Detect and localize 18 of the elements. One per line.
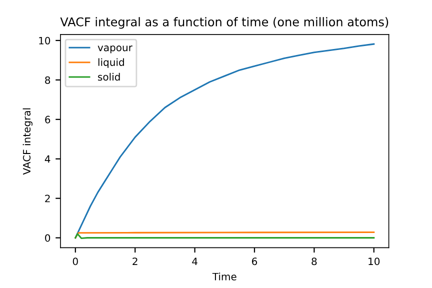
y-axis-title: VACF integral — [22, 108, 32, 175]
y-tick-label: 8 — [45, 76, 50, 84]
x-tick-label: 0 — [72, 258, 78, 266]
chart-title: VACF integral as a function of time (one million atoms) — [60, 17, 388, 29]
legend-label: solid — [98, 72, 120, 81]
x-tick-label: 8 — [312, 258, 317, 266]
x-tick-label: 10 — [368, 258, 380, 266]
y-tick-label: 10 — [39, 36, 50, 44]
legend-label: vapour — [98, 46, 132, 54]
y-tick-label: 4 — [44, 155, 50, 163]
x-tick-label: 6 — [252, 258, 258, 266]
y-tick-label: 0 — [45, 234, 50, 242]
x-axis-title: Time — [212, 272, 236, 280]
legend-label: liquid — [98, 58, 124, 68]
y-tick-label: 2 — [45, 194, 50, 202]
x-tick-label: 2 — [132, 258, 138, 265]
y-tick-label: 6 — [45, 116, 50, 124]
x-tick-label: 4 — [192, 258, 198, 265]
